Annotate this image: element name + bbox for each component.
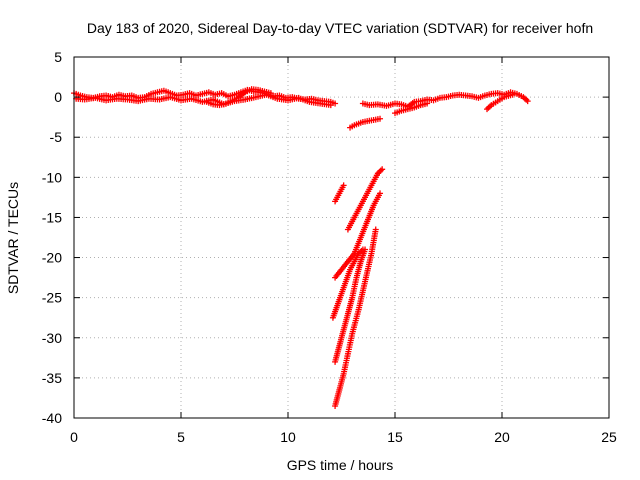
series-group bbox=[332, 226, 379, 409]
y-tick-label: -35 bbox=[42, 370, 62, 386]
x-axis-title: GPS time / hours bbox=[287, 457, 394, 473]
y-tick-label: -5 bbox=[50, 129, 63, 145]
y-tick-label: -40 bbox=[42, 410, 62, 426]
series-group bbox=[484, 91, 516, 113]
y-tick-label: -10 bbox=[42, 169, 62, 185]
data-point bbox=[377, 115, 384, 122]
x-tick-label: 5 bbox=[177, 429, 185, 445]
x-tick-label: 10 bbox=[280, 429, 296, 445]
x-tick-label: 20 bbox=[494, 429, 510, 445]
y-tick-label: -20 bbox=[42, 250, 62, 266]
data-point bbox=[362, 246, 369, 253]
data-point bbox=[524, 98, 531, 105]
data-point bbox=[267, 90, 274, 97]
y-tick-label: -25 bbox=[42, 290, 62, 306]
data-point bbox=[332, 100, 339, 107]
x-tick-label: 15 bbox=[387, 429, 403, 445]
x-tick-label: 25 bbox=[601, 429, 617, 445]
data-point bbox=[509, 91, 516, 98]
y-axis-title: SDTVAR / TECUs bbox=[5, 182, 21, 294]
data-point bbox=[340, 182, 347, 189]
data-point bbox=[424, 100, 431, 107]
series-group bbox=[332, 246, 369, 365]
chart-title: Day 183 of 2020, Sidereal Day-to-day VTE… bbox=[87, 20, 593, 36]
axis-ticks: 0 5 10 15 20 25 5 0 -5 -10 -15 -20 -25 -30 -35 -40 bbox=[42, 49, 617, 445]
series-group bbox=[392, 100, 431, 117]
y-tick-label: -30 bbox=[42, 330, 62, 346]
data-point bbox=[372, 226, 379, 233]
series-group bbox=[332, 190, 384, 281]
x-tick-label: 0 bbox=[70, 429, 78, 445]
series-group bbox=[203, 86, 274, 109]
y-tick-label: -15 bbox=[42, 209, 62, 225]
series-group bbox=[347, 115, 384, 131]
grid-lines bbox=[74, 57, 609, 418]
data-point bbox=[379, 166, 386, 173]
y-tick-label: 5 bbox=[54, 49, 62, 65]
plot-frame bbox=[73, 56, 610, 419]
data-point bbox=[327, 102, 334, 109]
y-tick-label: 0 bbox=[54, 89, 62, 105]
series-group bbox=[332, 166, 386, 233]
data-point bbox=[377, 190, 384, 197]
series-group bbox=[359, 89, 531, 110]
